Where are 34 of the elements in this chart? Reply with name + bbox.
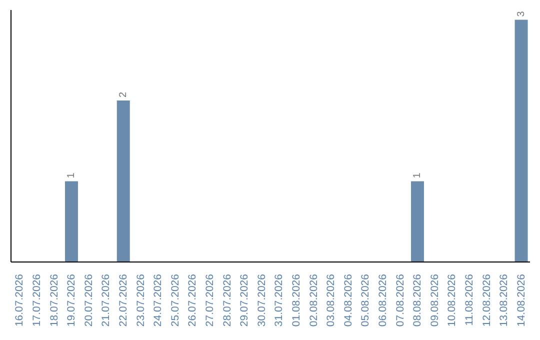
x-tick-label: 06.08.2026 [376,274,389,327]
data-label: 2 [118,91,129,98]
x-tick-label: 04.08.2026 [342,274,354,327]
x-tick-label: 17.07.2026 [30,274,43,327]
x-tick-label: 05.08.2026 [360,274,372,327]
x-tick-label: 12.08.2026 [480,274,493,327]
x-tick-label: 18.07.2026 [48,274,60,327]
x-tick-label: 10.08.2026 [446,274,458,327]
x-tick-label: 31.07.2026 [273,274,286,327]
x-tick-label: 11.08.2026 [463,274,476,326]
data-label: 1 [66,172,77,178]
x-tick-label: 30.07.2026 [256,274,268,327]
x-tick-label: 22.07.2026 [117,274,130,327]
x-tick-label: 24.07.2026 [152,274,164,327]
x-tick-label: 20.07.2026 [82,274,95,327]
x-tick-label: 29.07.2026 [238,274,251,327]
x-tick-label: 27.07.2026 [204,274,216,327]
x-tick-label: 21.07.2026 [100,274,112,327]
x-tick-label: 03.08.2026 [325,274,338,327]
x-tick-label: 07.08.2026 [394,274,406,327]
x-tick-label: 16.07.2026 [14,274,26,327]
x-tick-label: 23.07.2026 [134,274,147,327]
x-tick-label: 02.08.2026 [308,274,320,327]
x-tick-label: 01.08.2026 [290,274,302,327]
x-tick-label: 09.08.2026 [428,274,441,327]
x-tick-label: 08.08.2026 [412,274,424,327]
x-tick-label: 13.08.2026 [498,274,510,327]
x-tick-label: 25.07.2026 [169,274,182,327]
data-label: 1 [412,172,423,178]
data-label: 3 [516,10,527,17]
x-tick-label: 14.08.2026 [515,274,528,327]
x-tick-label: 26.07.2026 [186,274,199,327]
x-tick-label: 19.07.2026 [66,274,78,327]
x-tick-label: 28.07.2026 [221,274,234,327]
